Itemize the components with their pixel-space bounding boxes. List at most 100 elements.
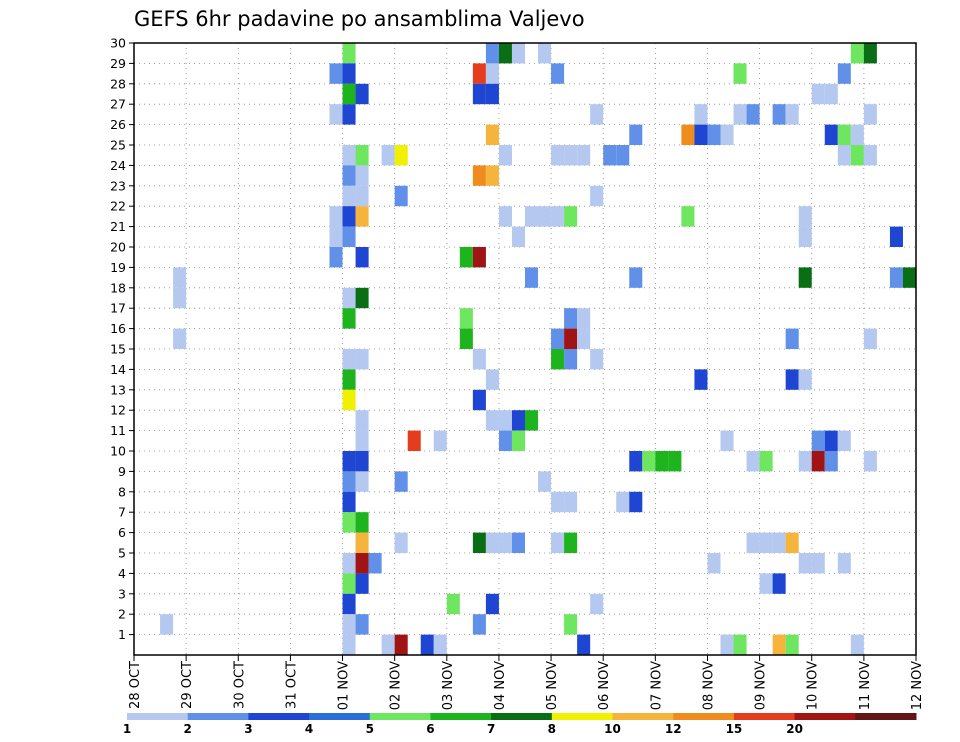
x-tick-label: 01 NOV [337,661,352,710]
legend-swatch [855,713,917,720]
heatmap-cell [355,573,369,594]
heatmap-cell [485,43,499,64]
x-tick-label: 30 OCT [232,661,247,709]
heatmap-cell [811,553,825,574]
y-tick-label: 25 [110,138,126,153]
heatmap-cell [342,104,356,125]
heatmap-cell [850,634,864,655]
heatmap-cell [342,349,356,370]
heatmap-cell [355,349,369,370]
y-tick-label: 30 [110,36,126,51]
heatmap-cell [603,145,617,166]
heatmap-cell [824,451,838,472]
legend-swatch [673,713,735,720]
heatmap-cell [655,451,669,472]
legend-label: 15 [726,722,743,736]
heatmap-cell [837,124,851,145]
heatmap-cell [525,410,539,431]
heatmap-cell [902,267,916,288]
heatmap-cell [472,63,486,84]
heatmap-cell [798,369,812,390]
heatmap-cell [485,165,499,186]
color-legend: 1 2 3 4 5 6 7 8 10 12 15 20 [123,713,917,736]
heatmap-cell [342,287,356,309]
legend-label: 4 [305,722,313,736]
heatmap-cell [733,104,747,125]
y-tick-label: 22 [110,199,126,214]
legend-label: 6 [426,722,434,736]
heatmap-cell [472,389,486,411]
legend-swatch [127,713,189,720]
heatmap-cell [837,145,851,166]
heatmap-cell [785,532,799,553]
heatmap-cell [355,185,369,207]
heatmap-cell [329,63,343,84]
y-tick-label: 6 [118,525,126,540]
heatmap-cell [590,349,604,370]
heatmap-cell [498,410,512,431]
heatmap-cell [811,451,825,472]
heatmap-cell [525,267,539,288]
heatmap-cell [485,369,499,390]
y-tick-label: 26 [110,117,126,132]
heatmap-cell [863,145,877,166]
heatmap-cell [785,328,799,349]
heatmap-cell [173,287,187,309]
heatmap-cell [446,593,460,615]
heatmap-cell [329,247,343,268]
y-tick-label: 8 [118,484,126,499]
heatmap-cell [733,634,747,655]
heatmap-cell [551,328,565,349]
heatmap-cell [160,614,174,635]
heatmap-cell [485,83,499,105]
heatmap-cell [355,451,369,472]
heatmap-cell [485,63,499,84]
heatmap-cell [577,308,591,329]
heatmap-cell [485,410,499,431]
heatmap-cell [590,185,604,207]
heatmap-cell [668,451,682,472]
heatmap-cell [772,573,786,594]
y-tick-label: 3 [118,586,126,601]
heatmap-cell [551,491,565,513]
legend-label: 7 [487,722,495,736]
heatmap-cell [498,145,512,166]
x-axis: 28 OCT 29 OCT 30 OCT 31 OCT 01 NOV 02 NOV 03 N… [128,655,925,710]
heatmap-cell [433,430,447,451]
heatmap-cell [342,573,356,594]
heatmap-cell [173,267,187,288]
heatmap-cell [694,104,708,125]
y-tick-label: 18 [110,280,126,295]
heatmap-cell [824,124,838,145]
y-tick-label: 19 [110,260,126,275]
heatmap-cell [837,63,851,84]
legend-label: 20 [786,722,803,736]
heatmap-cell [498,206,512,227]
heatmap-cell [407,430,421,451]
heatmap-cell [551,349,565,370]
heatmap-cell [355,165,369,186]
y-tick-label: 1 [118,627,126,642]
heatmap-cell [459,247,473,268]
heatmap-cell [433,634,447,655]
heatmap-cell [472,165,486,186]
heatmap-cell [720,124,734,145]
heatmap-cell [746,532,760,553]
x-tick-label: 07 NOV [649,661,664,710]
heatmap-cell [694,124,708,145]
legend-label: 1 [123,722,131,736]
legend-label: 2 [184,722,192,736]
legend-label: 3 [244,722,252,736]
y-tick-label: 21 [110,219,126,234]
heatmap-cell [173,328,187,349]
heatmap-cell [511,410,525,431]
legend-label: 8 [548,722,556,736]
legend-swatch [248,713,310,720]
heatmap-cell [342,63,356,84]
x-tick-label: 04 NOV [493,661,508,710]
heatmap-cell [629,491,643,513]
x-tick-label: 05 NOV [545,661,560,710]
heatmap-cell [498,430,512,451]
heatmap-cell [355,430,369,451]
y-tick-label: 17 [110,301,126,316]
